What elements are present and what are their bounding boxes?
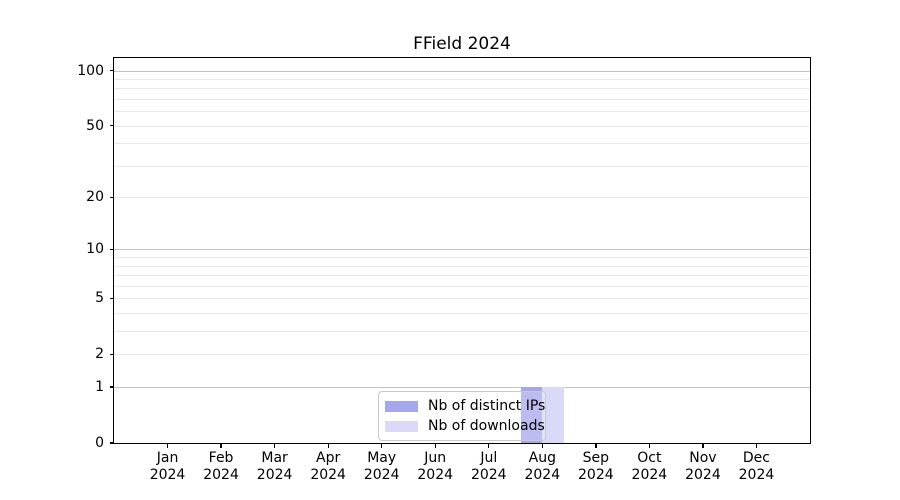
y-tick-mark [110,386,114,388]
y-tick-mark [110,297,114,300]
legend-swatch-distinct-ips [385,400,418,412]
y-tick-label: 2 [95,346,104,363]
gridline-major [114,387,810,389]
y-tick-label: 20 [86,189,104,206]
x-tick-mark [220,444,222,448]
gridline-minor [114,78,810,80]
x-tick-label: Jan 2024 [149,450,186,483]
x-tick-mark [274,444,276,448]
gridline-minor [114,265,810,267]
x-tick-label: May 2024 [363,450,400,483]
gridline-minor [114,143,810,145]
y-tick-mark [110,442,114,444]
x-tick-mark [381,444,383,448]
gridline-minor [114,331,810,333]
gridline-major [114,249,810,251]
x-tick-label: Dec 2024 [738,450,775,483]
x-tick-label: Oct 2024 [631,450,668,483]
bar-nb-of-downloads-aug-2024 [542,387,564,443]
gridline-minor [114,313,810,315]
legend-entry-distinct-ips: Nb of distinct IPs [385,398,546,414]
x-tick-label: Feb 2024 [203,450,239,483]
gridline-major [114,70,810,72]
y-tick-label: 10 [86,241,104,258]
gridline-minor [114,285,810,287]
gridline-minor [114,111,810,113]
y-tick-mark [110,196,114,198]
legend-label-downloads: Nb of downloads [428,418,545,434]
legend-swatch-downloads [385,420,418,432]
plot-border [113,57,811,444]
x-tick-label: Sep 2024 [578,450,614,483]
y-tick-label: 0 [95,435,104,451]
bar-nb-of-distinct-ips-aug-2024 [520,387,543,443]
y-tick-label: 100 [77,62,104,79]
y-tick-label: 1 [95,379,104,396]
x-tick-label: Jul 2024 [470,450,507,483]
y-tick-mark [110,353,114,356]
gridline-minor [114,165,810,167]
x-tick-label: Mar 2024 [256,450,293,483]
gridline-minor [114,88,810,90]
x-tick-label: Aug 2024 [524,450,561,483]
gridline-major [114,197,810,199]
x-tick-label: Jun 2024 [417,450,454,483]
x-tick-label: Nov 2024 [685,450,721,483]
x-tick-mark [648,444,651,448]
x-tick-mark [702,444,704,448]
x-tick-mark [595,444,597,448]
gridline-major [114,298,810,300]
gridline-minor [114,275,810,277]
y-tick-mark [110,125,114,127]
y-tick-mark [110,248,114,251]
x-tick-mark [166,444,169,448]
x-tick-mark [755,444,758,448]
x-tick-mark [541,444,543,448]
gridline-major [114,125,810,127]
legend: Nb of distinct IPs Nb of downloads [378,391,546,441]
gridline-major [114,354,810,356]
legend-label-distinct-ips: Nb of distinct IPs [428,398,546,414]
y-tick-mark [110,69,114,72]
x-tick-mark [327,444,329,448]
x-tick-mark [488,444,490,448]
x-tick-mark [434,444,436,448]
x-tick-label: Apr 2024 [310,450,346,483]
legend-entry-downloads: Nb of downloads [385,418,545,434]
gridline-minor [114,98,810,100]
y-tick-label: 50 [86,117,104,134]
y-tick-label: 5 [95,290,104,307]
chart-title: FField 2024 [413,34,511,54]
gridline-minor [114,257,810,259]
